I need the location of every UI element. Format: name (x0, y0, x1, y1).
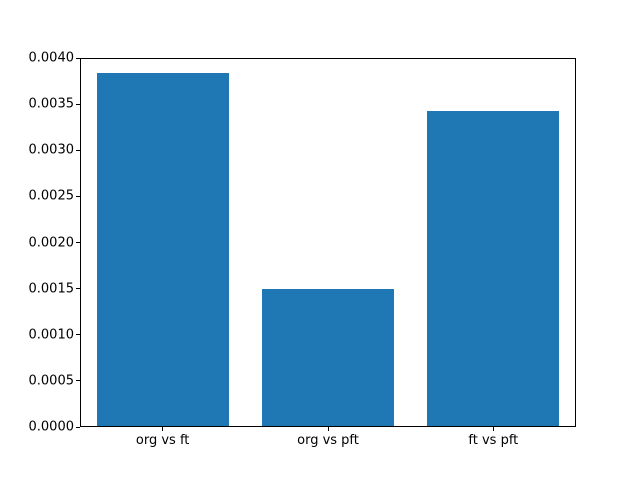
y-tick-mark (76, 426, 80, 428)
bar-ft-vs-pft (426, 111, 559, 426)
y-tick-mark (76, 242, 80, 243)
y-tick-mark (76, 334, 80, 336)
y-tick-label: 0.0040 (28, 50, 75, 66)
y-tick-mark (76, 380, 80, 382)
x-tick-mark (492, 427, 494, 431)
y-tick-label: 0.0010 (28, 327, 75, 343)
y-tick-label: 0.0000 (28, 419, 75, 435)
plot-area (80, 58, 576, 427)
y-tick-mark (76, 195, 80, 197)
y-axis-tick-labels: 0.0000 0.0005 0.0010 0.0015 0.0020 0.0025 0.00… (0, 51, 75, 435)
x-axis-tick-labels: org vs ft org vs pft ft vs pft (80, 433, 576, 453)
x-tick-mark (327, 427, 329, 431)
y-tick-label: 0.0020 (28, 235, 75, 250)
y-tick-mark (76, 57, 80, 59)
x-tick-label: org vs ft (135, 433, 190, 448)
y-tick-label: 0.0005 (28, 373, 75, 389)
y-tick-mark (76, 288, 80, 290)
bar-org-vs-ft (97, 72, 230, 426)
x-tick-label: ft vs pft (468, 433, 519, 448)
bar-org-vs-pft (262, 289, 394, 426)
x-tick-label: org vs pft (297, 433, 359, 448)
x-tick-mark (162, 427, 164, 431)
bars-layer (81, 59, 575, 426)
y-tick-mark (76, 103, 80, 105)
y-axis-tick-marks (76, 57, 80, 428)
y-tick-label: 0.0015 (28, 281, 75, 297)
y-tick-label: 0.0025 (28, 188, 75, 204)
y-tick-label: 0.0035 (28, 96, 75, 112)
y-tick-label: 0.0030 (28, 142, 75, 158)
x-axis-tick-marks (80, 427, 576, 431)
y-tick-mark (76, 149, 80, 151)
